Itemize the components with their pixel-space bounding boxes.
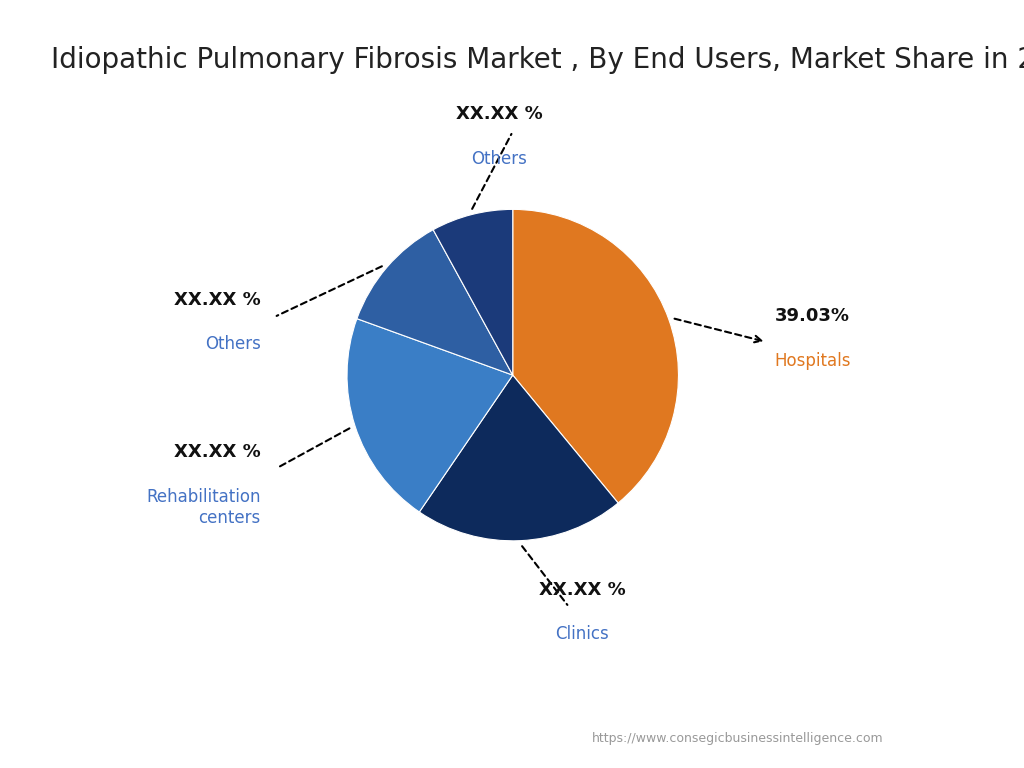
Text: Rehabilitation
centers: Rehabilitation centers: [146, 488, 261, 527]
Wedge shape: [433, 210, 513, 375]
Text: https://www.consegicbusinessintelligence.com: https://www.consegicbusinessintelligence…: [592, 732, 883, 745]
Text: XX.XX %: XX.XX %: [174, 291, 261, 309]
Text: Hospitals: Hospitals: [774, 352, 851, 370]
Text: XX.XX %: XX.XX %: [539, 581, 626, 599]
Text: Clinics: Clinics: [555, 625, 609, 644]
Text: XX.XX %: XX.XX %: [456, 105, 543, 123]
Text: Others: Others: [471, 150, 527, 167]
Text: XX.XX %: XX.XX %: [174, 443, 261, 462]
Text: Others: Others: [205, 336, 261, 353]
Wedge shape: [357, 230, 513, 375]
Wedge shape: [420, 375, 618, 541]
Wedge shape: [347, 319, 513, 512]
Text: 39.03%: 39.03%: [774, 307, 850, 326]
Text: Idiopathic Pulmonary Fibrosis Market , By End Users, Market Share in 2023: Idiopathic Pulmonary Fibrosis Market , B…: [51, 46, 1024, 74]
Wedge shape: [513, 210, 679, 503]
